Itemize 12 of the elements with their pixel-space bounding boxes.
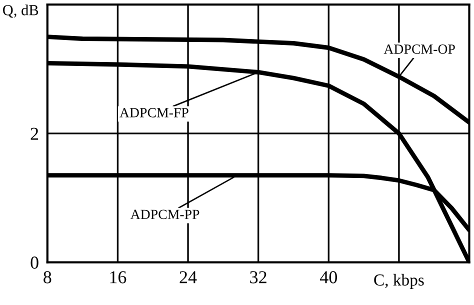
y-tick-label: 0	[30, 256, 38, 269]
x-tick-label: 8	[44, 271, 52, 284]
x-tick-label: 32	[250, 271, 266, 284]
text: ADPCM-FP	[120, 108, 188, 118]
x-tick-label: 24	[180, 271, 197, 284]
legend-label: ADPCM-PP	[130, 210, 200, 220]
x-tick-label: 16	[110, 271, 126, 284]
x-tick-label: 40	[320, 271, 337, 284]
series-label: ADPCM-OP	[384, 44, 455, 54]
y-tick-label: 2	[30, 128, 38, 140]
y-axis-title: Q, dB	[3, 4, 38, 18]
x-axis-title: C, kbps	[374, 274, 424, 290]
